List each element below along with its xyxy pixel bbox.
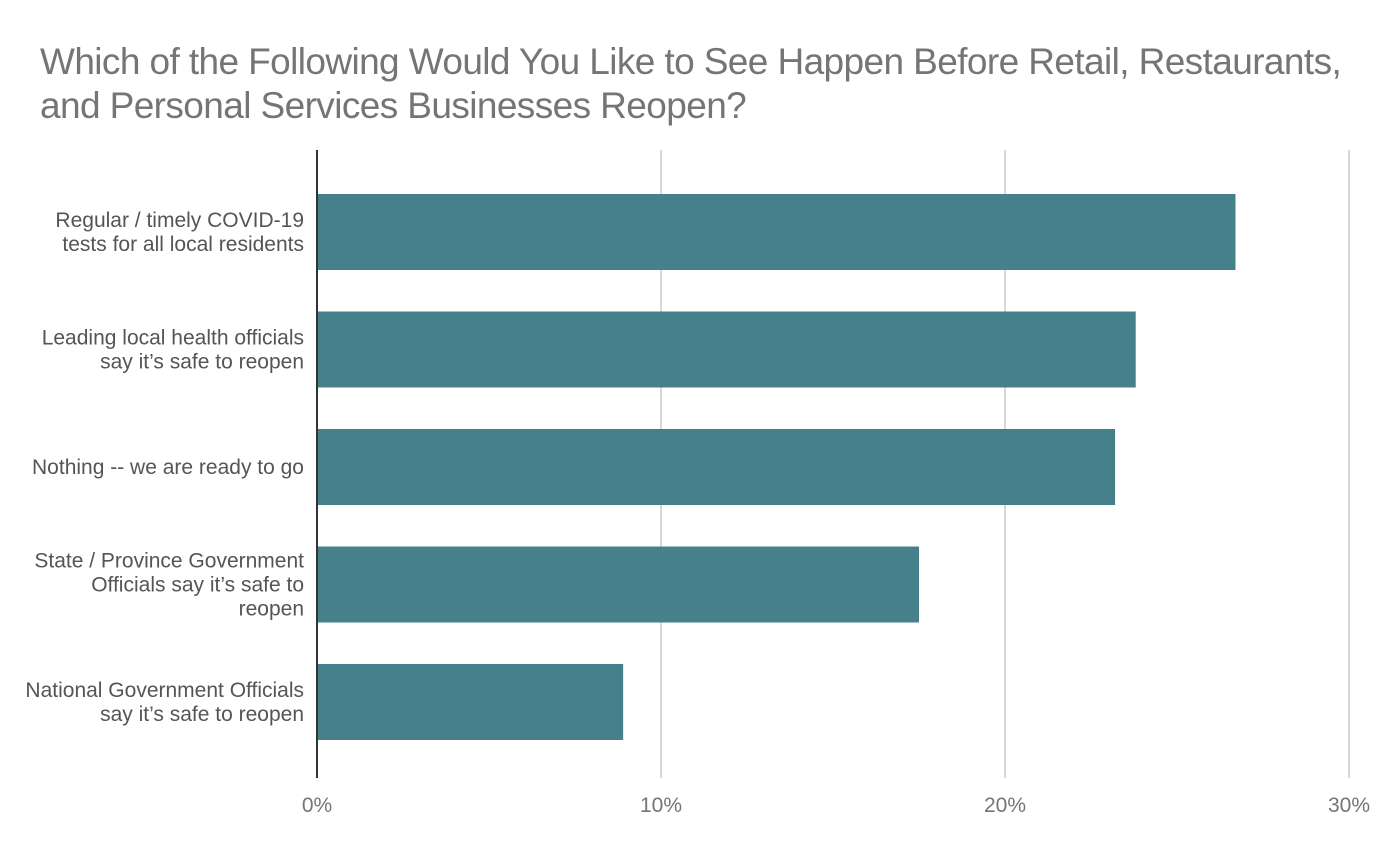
chart-title: Which of the Following Would You Like to… xyxy=(40,41,1342,126)
category-label: Leading local health officials say it’s s… xyxy=(42,326,304,373)
category-label: National Government Officials say it’s sa… xyxy=(25,679,304,726)
category-label: State / Province Government Officials say… xyxy=(34,549,304,620)
x-tick-label: 0% xyxy=(302,794,332,817)
category-label: Regular / timely COVID-19 tests for all l… xyxy=(55,209,304,256)
category-label: Nothing -- we are ready to go xyxy=(32,456,304,479)
x-tick-labels: 0% 10% 20% 30% xyxy=(302,794,1370,817)
bar xyxy=(317,194,1236,270)
bar xyxy=(317,546,919,623)
bar xyxy=(317,311,1136,388)
bar xyxy=(317,664,624,740)
bar xyxy=(317,429,1116,505)
bars xyxy=(317,194,1236,740)
x-tick-label: 20% xyxy=(984,794,1026,817)
category-labels: Regular / timely COVID-19 tests for all l… xyxy=(25,209,304,726)
x-tick-label: 10% xyxy=(640,794,682,817)
x-tick-label: 30% xyxy=(1328,794,1370,817)
